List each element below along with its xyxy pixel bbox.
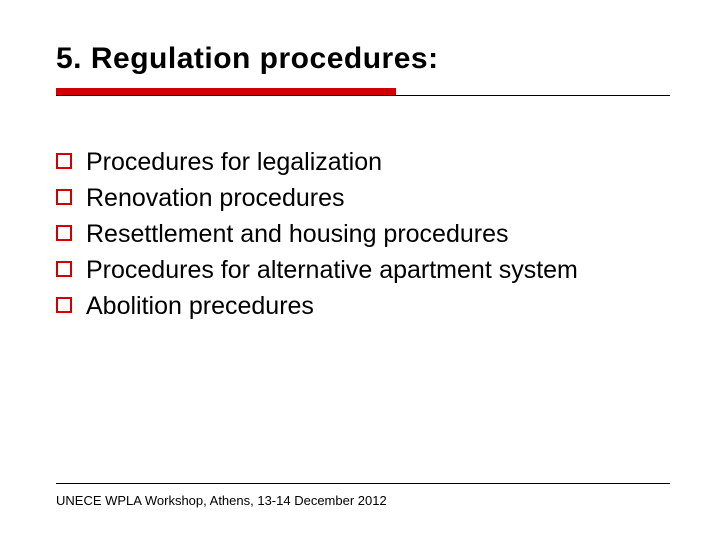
footer-text: UNECE WPLA Workshop, Athens, 13-14 Decem…: [56, 493, 387, 508]
bullet-list: Procedures for legalization Renovation p…: [56, 146, 670, 322]
checkbox-icon: [56, 297, 72, 313]
list-item: Procedures for alternative apartment sys…: [56, 254, 670, 286]
list-item-text: Abolition precedures: [86, 290, 314, 322]
slide: 5. Regulation procedures: Procedures for…: [0, 0, 720, 540]
list-item-text: Procedures for legalization: [86, 146, 382, 178]
title-rule-thin: [56, 95, 670, 96]
title-rule-block: [56, 88, 670, 96]
list-item: Abolition precedures: [56, 290, 670, 322]
checkbox-icon: [56, 189, 72, 205]
list-item-text: Resettlement and housing procedures: [86, 218, 509, 250]
list-item: Resettlement and housing procedures: [56, 218, 670, 250]
list-item: Renovation procedures: [56, 182, 670, 214]
checkbox-icon: [56, 153, 72, 169]
footer-rule: [56, 483, 670, 484]
slide-title: 5. Regulation procedures:: [56, 42, 670, 76]
list-item-text: Procedures for alternative apartment sys…: [86, 254, 578, 286]
list-item: Procedures for legalization: [56, 146, 670, 178]
checkbox-icon: [56, 261, 72, 277]
checkbox-icon: [56, 225, 72, 241]
list-item-text: Renovation procedures: [86, 182, 345, 214]
title-rule-thick: [56, 88, 396, 95]
